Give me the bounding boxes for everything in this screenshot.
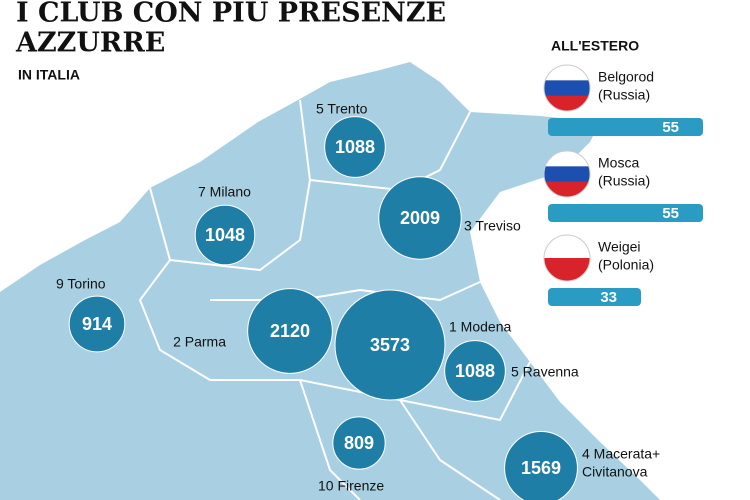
bar <box>548 118 703 136</box>
bar <box>548 288 641 306</box>
bubble <box>324 116 386 178</box>
bubble <box>68 295 126 353</box>
title: I CLUB CON PIÙ PRESENZE AZZURRE <box>15 0 446 59</box>
bar-value: 55 <box>662 119 679 136</box>
bubble <box>504 431 578 500</box>
bubble-value: 914 <box>82 314 112 334</box>
flag-stripe <box>544 235 590 259</box>
flag-outline <box>543 234 591 282</box>
title-line: AZZURRE <box>15 28 165 59</box>
club-label: 2 Parma <box>173 334 226 350</box>
bubble <box>378 176 462 260</box>
abroad-label: (Russia) <box>598 173 650 189</box>
title-line: I CLUB CON PIÙ PRESENZE <box>16 0 446 29</box>
bubble-value: 809 <box>344 433 374 453</box>
club-label: Civitanova <box>582 464 648 480</box>
flag-stripe <box>544 65 590 81</box>
club-label: 5 Ravenna <box>511 364 579 380</box>
subtitle: IN ITALIA <box>18 67 80 83</box>
bubble-value: 1088 <box>335 137 375 157</box>
club-label: 3 Treviso <box>464 218 521 234</box>
bubble-value: 3573 <box>370 335 410 355</box>
bar <box>548 204 703 222</box>
club-label: 5 Trento <box>316 101 368 117</box>
flag-stripe <box>544 181 590 197</box>
bar-value: 55 <box>662 205 679 222</box>
bubble-value: 2009 <box>400 208 440 228</box>
flag-outline <box>543 64 591 112</box>
bubble <box>332 416 386 470</box>
flag-stripe <box>544 258 590 281</box>
bubble <box>444 340 506 402</box>
abroad-label: (Russia) <box>598 87 650 103</box>
bar-value: 33 <box>600 289 617 306</box>
flag-stripe <box>544 95 590 111</box>
bubble <box>247 288 333 374</box>
club-label: 9 Torino <box>56 276 106 292</box>
abroad-label: (Polonia) <box>598 257 654 273</box>
bubble <box>194 204 256 266</box>
abroad-label: Belgorod <box>598 69 654 85</box>
abroad-label: Weigei <box>598 239 641 255</box>
bubble-value: 1048 <box>205 225 245 245</box>
bubble <box>334 289 446 401</box>
flag-stripe <box>544 151 590 167</box>
club-label: 7 Milano <box>198 184 251 200</box>
club-label: 4 Macerata+ <box>582 446 660 462</box>
bubble-value: 2120 <box>270 321 310 341</box>
club-label: 10 Firenze <box>318 478 384 494</box>
abroad-label: Mosca <box>598 155 639 171</box>
flag-stripe <box>544 166 590 183</box>
flag-stripe <box>544 80 590 97</box>
bubble-value: 1569 <box>521 458 561 478</box>
flag-outline <box>543 150 591 198</box>
bubble-value: 1088 <box>455 361 495 381</box>
abroad-title: ALL'ESTERO <box>551 38 639 54</box>
club-label: 1 Modena <box>449 319 511 335</box>
